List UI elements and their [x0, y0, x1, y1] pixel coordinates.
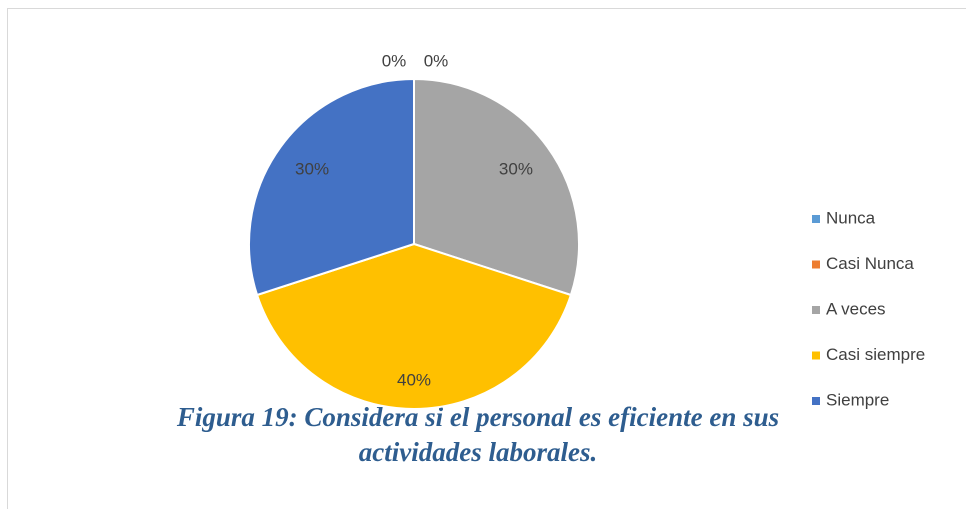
- data-label: 30%: [295, 159, 329, 178]
- legend-label: Nunca: [826, 208, 876, 227]
- pie-slice: [248, 77, 415, 297]
- legend-swatch: [812, 397, 820, 405]
- legend-label: Casi Nunca: [826, 254, 914, 273]
- legend-swatch: [812, 306, 820, 314]
- data-label: 40%: [397, 370, 431, 389]
- caption-line: Figura 19: Considera si el personal es e…: [176, 402, 779, 432]
- pie-slice: [255, 242, 573, 410]
- legend-swatch: [812, 215, 820, 223]
- legend-label: Casi siempre: [826, 345, 925, 364]
- legend-label: Siempre: [826, 390, 889, 409]
- data-label: 30%: [499, 159, 533, 178]
- data-label: 0%: [424, 51, 449, 70]
- legend-swatch: [812, 351, 820, 360]
- caption-line: actividades laborales.: [359, 437, 597, 467]
- chart-frame: [7, 8, 966, 509]
- data-label: 0%: [382, 51, 407, 70]
- pie-slice: [413, 77, 580, 297]
- legend-label: A veces: [826, 299, 886, 318]
- legend-swatch: [812, 260, 820, 269]
